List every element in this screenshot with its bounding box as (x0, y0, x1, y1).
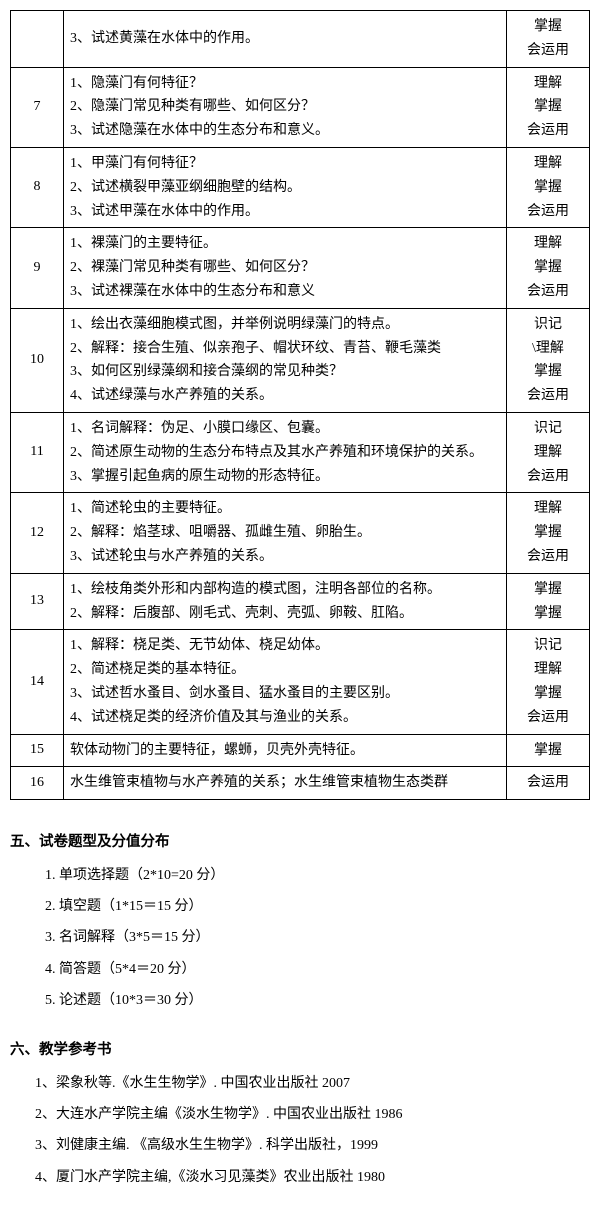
row-number: 7 (11, 67, 64, 147)
table-row: 16水生维管束植物与水产养殖的关系；水生维管束植物生态类群会运用 (11, 767, 590, 800)
exam-item: 1. 单项选择题（2*10=20 分） (45, 863, 590, 888)
row-number: 9 (11, 228, 64, 308)
row-level: 掌握 (507, 734, 590, 767)
row-content: 1、名词解释：伪足、小膜口缘区、包囊。2、简述原生动物的生态分布特点及其水产养殖… (64, 412, 507, 492)
exam-item: 5. 论述题（10*3＝30 分） (45, 988, 590, 1013)
row-level: 理解掌握会运用 (507, 147, 590, 227)
row-content: 1、绘枝角类外形和内部构造的模式图，注明各部位的名称。2、解释：后腹部、刚毛式、… (64, 573, 507, 630)
reference-item: 2、大连水产学院主编《淡水生物学》. 中国农业出版社 1986 (35, 1102, 590, 1127)
syllabus-table: 3、试述黄藻在水体中的作用。掌握会运用71、隐藻门有何特征？2、隐藻门常见种类有… (10, 10, 590, 800)
row-level: 会运用 (507, 767, 590, 800)
row-content: 3、试述黄藻在水体中的作用。 (64, 11, 507, 68)
exam-item: 4. 简答题（5*4＝20 分） (45, 957, 590, 982)
table-row: 121、简述轮虫的主要特征。2、解释：焰茎球、咀嚼器、孤雌生殖、卵胎生。3、试述… (11, 493, 590, 573)
table-row: 71、隐藻门有何特征？2、隐藻门常见种类有哪些、如何区分？3、试述隐藻在水体中的… (11, 67, 590, 147)
table-row: 131、绘枝角类外形和内部构造的模式图，注明各部位的名称。2、解释：后腹部、刚毛… (11, 573, 590, 630)
row-level: 理解掌握会运用 (507, 493, 590, 573)
table-row: 101、绘出衣藻细胞模式图，并举例说明绿藻门的特点。2、解释：接合生殖、似亲孢子… (11, 308, 590, 412)
table-row: 91、裸藻门的主要特征。2、裸藻门常见种类有哪些、如何区分？3、试述裸藻在水体中… (11, 228, 590, 308)
row-number: 11 (11, 412, 64, 492)
row-number: 15 (11, 734, 64, 767)
section5-heading: 五、试卷题型及分值分布 (10, 830, 590, 851)
row-number (11, 11, 64, 68)
row-content: 软体动物门的主要特征，螺蛳，贝壳外壳特征。 (64, 734, 507, 767)
row-number: 10 (11, 308, 64, 412)
row-level: 识记理解会运用 (507, 412, 590, 492)
row-level: 理解掌握会运用 (507, 67, 590, 147)
table-row: 141、解释：桡足类、无节幼体、桡足幼体。2、简述桡足类的基本特征。3、试述哲水… (11, 630, 590, 734)
row-number: 13 (11, 573, 64, 630)
exam-item: 2. 填空题（1*15＝15 分） (45, 894, 590, 919)
row-level: 掌握掌握 (507, 573, 590, 630)
row-content: 1、绘出衣藻细胞模式图，并举例说明绿藻门的特点。2、解释：接合生殖、似亲孢子、帽… (64, 308, 507, 412)
table-row: 81、甲藻门有何特征？2、试述横裂甲藻亚纲细胞壁的结构。3、试述甲藻在水体中的作… (11, 147, 590, 227)
row-content: 水生维管束植物与水产养殖的关系；水生维管束植物生态类群 (64, 767, 507, 800)
row-level: 掌握会运用 (507, 11, 590, 68)
row-level: 理解掌握会运用 (507, 228, 590, 308)
reference-item: 4、厦门水产学院主编,《淡水习见藻类》农业出版社 1980 (35, 1165, 590, 1190)
row-level: 识记理解掌握会运用 (507, 630, 590, 734)
reference-item: 1、梁象秋等.《水生生物学》. 中国农业出版社 2007 (35, 1071, 590, 1096)
row-content: 1、解释：桡足类、无节幼体、桡足幼体。2、简述桡足类的基本特征。3、试述哲水蚤目… (64, 630, 507, 734)
table-row: 111、名词解释：伪足、小膜口缘区、包囊。2、简述原生动物的生态分布特点及其水产… (11, 412, 590, 492)
row-number: 16 (11, 767, 64, 800)
row-number: 12 (11, 493, 64, 573)
row-number: 14 (11, 630, 64, 734)
exam-item: 3. 名词解释（3*5＝15 分） (45, 925, 590, 950)
table-row: 15软体动物门的主要特征，螺蛳，贝壳外壳特征。掌握 (11, 734, 590, 767)
reference-item: 3、刘健康主编. 《高级水生生物学》. 科学出版社，1999 (35, 1133, 590, 1158)
section6-heading: 六、教学参考书 (10, 1038, 590, 1059)
row-number: 8 (11, 147, 64, 227)
table-row: 3、试述黄藻在水体中的作用。掌握会运用 (11, 11, 590, 68)
row-level: 识记\理解掌握会运用 (507, 308, 590, 412)
row-content: 1、隐藻门有何特征？2、隐藻门常见种类有哪些、如何区分？3、试述隐藻在水体中的生… (64, 67, 507, 147)
row-content: 1、裸藻门的主要特征。2、裸藻门常见种类有哪些、如何区分？3、试述裸藻在水体中的… (64, 228, 507, 308)
row-content: 1、甲藻门有何特征？2、试述横裂甲藻亚纲细胞壁的结构。3、试述甲藻在水体中的作用… (64, 147, 507, 227)
row-content: 1、简述轮虫的主要特征。2、解释：焰茎球、咀嚼器、孤雌生殖、卵胎生。3、试述轮虫… (64, 493, 507, 573)
